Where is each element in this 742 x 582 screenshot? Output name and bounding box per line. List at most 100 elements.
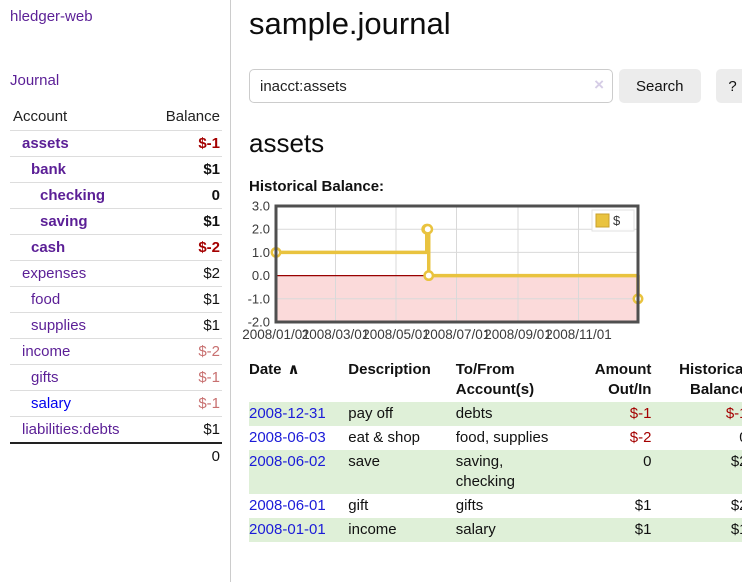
y-axis-tick-label: 1.0 [252, 245, 270, 260]
transaction-amount: 0 [643, 453, 652, 470]
transaction-date-link[interactable]: 2008-12-31 [249, 405, 326, 422]
transaction-accounts: salary [455, 521, 496, 538]
register-row: 2008-06-03 eat & shop food, supplies $-2 0 [249, 426, 742, 450]
x-axis-tick-label: 2008/07/01 [423, 327, 491, 342]
transaction-date-link[interactable]: 2008-01-01 [249, 521, 326, 538]
journal-nav: Journal [10, 72, 222, 89]
account-balance: $1 [148, 312, 222, 339]
accounts-header-row: Account Balance [10, 106, 222, 131]
y-axis-tick-label: 0.0 [252, 268, 270, 283]
account-cell: cash [10, 234, 149, 261]
transaction-description: eat & shop [348, 429, 420, 446]
balance-column-header-register: Historical Balance [679, 361, 742, 398]
transaction-date-link[interactable]: 2008-06-03 [249, 429, 326, 446]
sidebar-account-checking[interactable]: checking [40, 187, 106, 204]
transaction-date-cell: 2008-06-01 [249, 494, 348, 518]
account-balance: $-1 [148, 364, 222, 391]
transaction-amount: $1 [634, 521, 652, 538]
total-balance: 0 [148, 442, 222, 469]
sidebar: hledger-web Journal Account Balance asse… [0, 0, 231, 582]
chart-title: Historical Balance: [249, 178, 385, 195]
transaction-balance: $1 [730, 521, 742, 538]
transaction-balance: $2 [730, 453, 742, 470]
account-cell: liabilities:debts [10, 416, 149, 443]
account-cell: food [10, 286, 149, 313]
transaction-amount: $1 [634, 497, 652, 514]
y-axis-tick-label: 2.0 [252, 222, 270, 237]
account-cell: expenses [10, 260, 149, 287]
sidebar-account-salary[interactable]: salary [31, 395, 72, 412]
transaction-balance: $-1 [725, 405, 742, 422]
sidebar-account-bank[interactable]: bank [31, 161, 67, 178]
search-row: × Search ? [249, 69, 742, 103]
chart-canvas: $3.0 2.0 1.0 0.0 -1.0 -2.02008/01/012008/03/0… [242, 199, 644, 342]
legend-label: $ [613, 213, 621, 228]
legend-swatch [595, 213, 610, 228]
transaction-date-cell: 2008-06-03 [249, 426, 348, 450]
account-row: cash $-2 [10, 234, 222, 261]
account-cell: gifts [10, 364, 149, 391]
account-balance: 0 [148, 182, 222, 209]
account-balance: $-1 [148, 130, 222, 157]
x-axis-tick-label: 2008/11/01 [545, 327, 612, 342]
sidebar-account-food[interactable]: food [31, 291, 61, 308]
account-cell: saving [10, 208, 149, 235]
x-axis-tick-label: 2008/01/01 [242, 327, 310, 342]
sidebar-account-assets[interactable]: assets [22, 135, 69, 152]
transaction-balance: 0 [659, 426, 742, 450]
search-input[interactable] [249, 69, 613, 103]
account-balance: $-2 [148, 338, 222, 365]
account-row: supplies $1 [10, 312, 222, 339]
transaction-date-cell: 2008-01-01 [249, 518, 348, 542]
account-cell: bank [10, 156, 149, 183]
transaction-accounts: debts [455, 405, 493, 422]
sidebar-account-gifts[interactable]: gifts [31, 369, 59, 386]
account-row: expenses $2 [10, 260, 222, 287]
transaction-balance: $2 [730, 497, 742, 514]
register-table: Date ∧ Description To/From Account(s) Amo… [249, 358, 742, 542]
amount-column-header: Amount Out/In [594, 361, 652, 398]
x-axis-tick-label: 2008/03/01 [302, 327, 370, 342]
account-row: salary $-1 [10, 390, 222, 417]
account-cell: salary [10, 390, 149, 417]
transaction-description: save [348, 453, 380, 470]
account-balance: $2 [148, 260, 222, 287]
account-row: food $1 [10, 286, 222, 313]
register-row: 2008-12-31 pay off debts $-1 $-1 [249, 402, 742, 426]
transaction-description: pay off [348, 405, 394, 422]
app-title-link[interactable]: hledger-web [10, 8, 93, 25]
transaction-date-link[interactable]: 2008-06-02 [249, 453, 326, 470]
journal-link[interactable]: Journal [10, 72, 60, 89]
account-balance: $1 [148, 208, 222, 235]
sort-ascending-icon: ∧ [287, 361, 300, 378]
search-button[interactable]: Search [619, 69, 701, 103]
sidebar-account-liabilities-debts[interactable]: liabilities:debts [22, 421, 120, 438]
sidebar-account-income[interactable]: income [22, 343, 71, 360]
register-header-row: Date ∧ Description To/From Account(s) Amo… [249, 358, 742, 402]
x-axis-tick-label: 2008/05/01 [362, 327, 430, 342]
main-panel: sample.journal × Search ? assets Histori… [231, 0, 742, 582]
clear-search-icon[interactable]: × [594, 75, 604, 94]
sidebar-account-expenses[interactable]: expenses [22, 265, 87, 282]
account-balance: $-2 [148, 234, 222, 261]
transaction-date-cell: 2008-06-02 [249, 450, 348, 494]
account-balance: $1 [148, 286, 222, 313]
register-row: 2008-06-01 gift gifts $1 $2 [249, 494, 742, 518]
transaction-date-link[interactable]: 2008-06-01 [249, 497, 326, 514]
date-column-header[interactable]: Date ∧ [249, 358, 348, 402]
y-axis-tick-label: 3.0 [252, 199, 270, 214]
sidebar-account-cash[interactable]: cash [31, 239, 66, 256]
account-cell: checking [10, 182, 149, 209]
transaction-accounts: saving, checking [455, 453, 515, 490]
sidebar-account-saving[interactable]: saving [40, 213, 88, 230]
sidebar-account-supplies[interactable]: supplies [31, 317, 87, 334]
search-box: × [249, 69, 613, 103]
account-row: bank $1 [10, 156, 222, 183]
page-title: sample.journal [249, 6, 451, 41]
transaction-amount: $-1 [629, 405, 652, 422]
transaction-description: gift [348, 497, 369, 514]
transaction-accounts: gifts [455, 497, 484, 514]
account-balance: $1 [148, 156, 222, 183]
help-button[interactable]: ? [715, 69, 742, 103]
register-row: 2008-06-02 save saving, checking 0 $2 [249, 450, 742, 494]
